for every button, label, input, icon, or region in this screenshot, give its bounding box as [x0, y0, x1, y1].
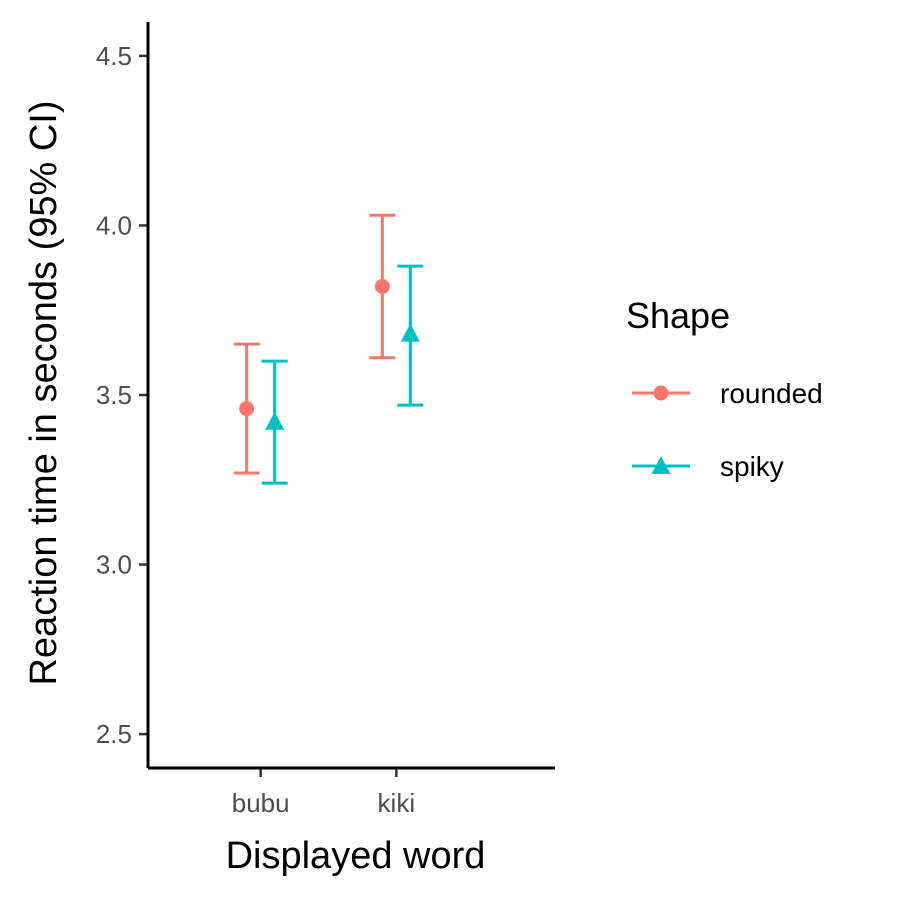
- legend-item-rounded: rounded: [632, 378, 823, 409]
- x-axis-ticks: bubu kiki: [232, 768, 415, 818]
- y-tick-label: 4.0: [96, 210, 132, 240]
- y-tick-label: 2.5: [96, 719, 132, 749]
- x-axis-title: Displayed word: [226, 835, 486, 877]
- legend-title: Shape: [626, 295, 730, 336]
- series-spiky: [261, 264, 424, 485]
- legend-label: rounded: [720, 378, 823, 409]
- data-point: [239, 401, 255, 417]
- y-axis-title: Reaction time in seconds (95% CI): [23, 100, 65, 685]
- y-tick-label: 3.5: [96, 380, 132, 410]
- data-point: [265, 411, 285, 430]
- y-tick-label: 3.0: [96, 550, 132, 580]
- legend-item-spiky: spiky: [632, 451, 784, 482]
- x-tick-label: bubu: [232, 788, 290, 818]
- series-layer: [233, 213, 424, 485]
- legend-label: spiky: [720, 451, 784, 482]
- data-point: [374, 278, 390, 294]
- x-tick-label: kiki: [378, 788, 416, 818]
- series-rounded: [233, 213, 396, 475]
- y-tick-label: 4.5: [96, 41, 132, 71]
- legend-key-marker: [651, 456, 671, 474]
- legend-key-marker: [653, 385, 669, 401]
- legend: Shape rounded spiky: [626, 295, 823, 482]
- data-point: [400, 323, 420, 342]
- y-axis-ticks: 2.5 3.0 3.5 4.0 4.5: [96, 41, 148, 749]
